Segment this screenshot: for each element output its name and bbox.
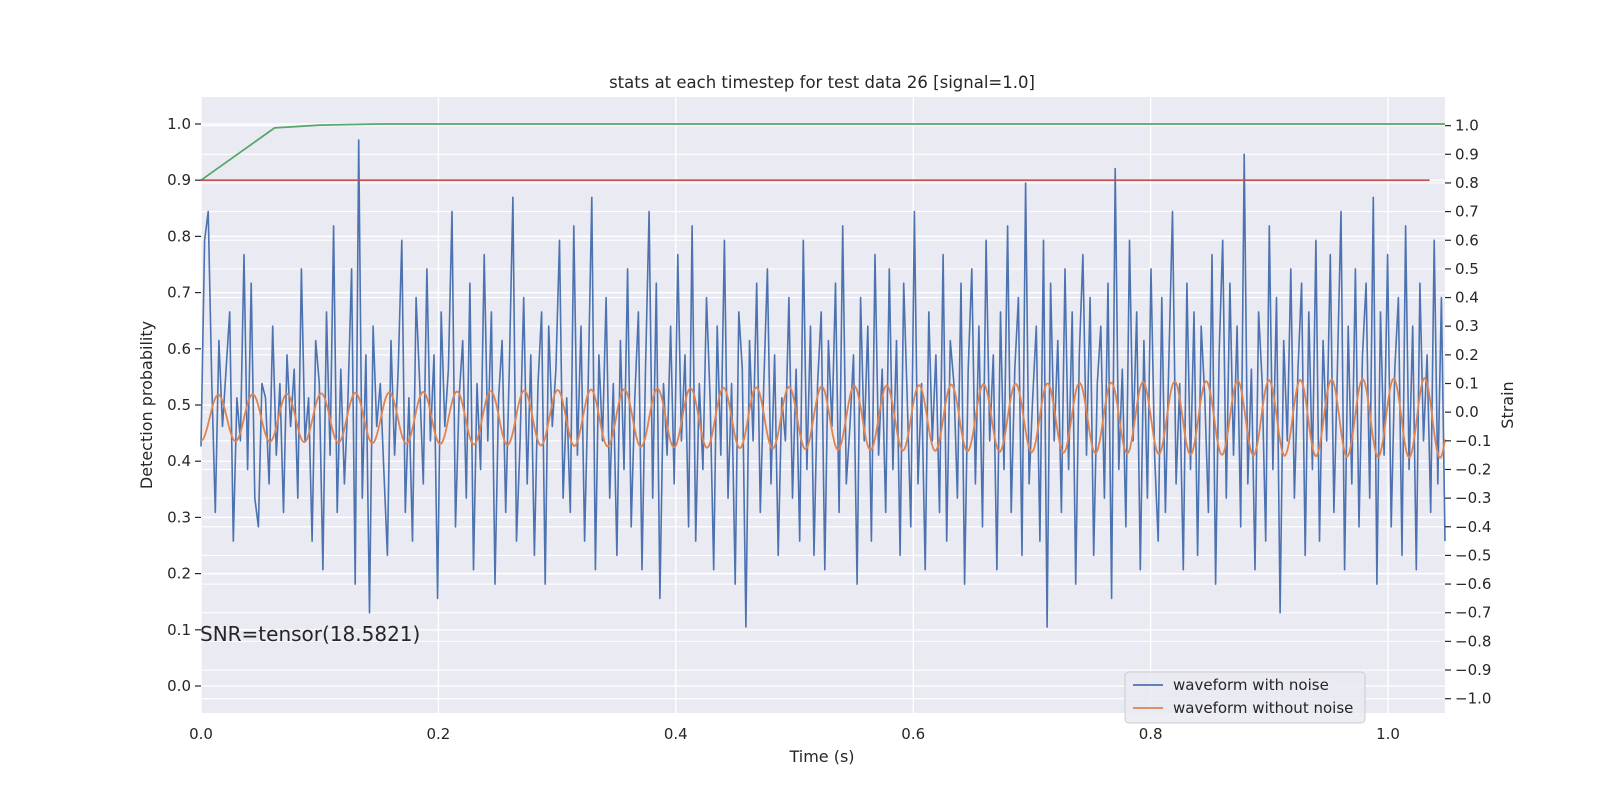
x-tick-label: 0.8 (1139, 725, 1163, 743)
series-waveform-without-noise (200, 377, 1446, 459)
y-left-tick-label: 0.4 (167, 452, 191, 470)
y-right-tick-label: −0.3 (1455, 489, 1491, 507)
x-tick-label: 1.0 (1376, 725, 1400, 743)
y-left-tick-label: 0.1 (167, 621, 191, 639)
y-right-tick-label: 0.8 (1455, 174, 1479, 192)
y-left-tick-label: 0.0 (167, 677, 191, 695)
legend-box (1124, 671, 1366, 724)
legend: waveform with noise waveform without noi… (1124, 671, 1366, 724)
y-left-tick-label: 0.7 (167, 284, 191, 302)
y-right-tick-label: 0.6 (1455, 231, 1479, 249)
legend-entry-clean: waveform without noise (1173, 699, 1353, 717)
x-axis-ticks: 0.0 0.2 0.4 0.6 0.8 1.0 (189, 725, 1400, 743)
y-left-axis-ticks: 0.0 0.1 0.2 0.3 0.4 0.5 0.6 0.7 0.8 0.9 1.0 (167, 115, 201, 695)
y-left-axis-label: Detection probability (137, 321, 156, 489)
y-right-tick-label: 0.4 (1455, 289, 1479, 307)
y-right-tick-label: 0.5 (1455, 260, 1479, 278)
x-tick-label: 0.4 (664, 725, 688, 743)
y-right-axis-label: Strain (1498, 381, 1517, 428)
y-right-tick-label: 0.9 (1455, 145, 1479, 163)
x-tick-label: 0.6 (901, 725, 925, 743)
y-left-tick-label: 0.2 (167, 565, 191, 583)
series-waveform-with-noise (200, 139, 1446, 628)
y-right-tick-label: 0.2 (1455, 346, 1479, 364)
series-layer (200, 123, 1446, 628)
x-axis-label: Time (s) (788, 747, 854, 766)
y-right-tick-label: −0.4 (1455, 518, 1491, 536)
y-right-tick-label: −0.1 (1455, 432, 1491, 450)
x-tick-label: 0.0 (189, 725, 213, 743)
y-left-tick-label: 1.0 (167, 115, 191, 133)
y-left-tick-label: 0.9 (167, 171, 191, 189)
y-right-tick-label: 0.0 (1455, 403, 1479, 421)
x-tick-label: 0.2 (426, 725, 450, 743)
y-right-tick-label: −0.7 (1455, 604, 1491, 622)
y-left-tick-label: 0.6 (167, 340, 191, 358)
chart-title: stats at each timestep for test data 26 … (609, 73, 1035, 92)
y-left-tick-label: 0.8 (167, 227, 191, 245)
y-right-tick-label: −0.8 (1455, 632, 1491, 650)
series-detection-probability (200, 123, 1445, 181)
y-right-tick-label: −0.2 (1455, 460, 1491, 478)
y-right-tick-label: −0.9 (1455, 661, 1491, 679)
y-right-tick-label: −0.5 (1455, 546, 1491, 564)
y-left-tick-label: 0.3 (167, 508, 191, 526)
y-right-axis-ticks: 1.0 0.9 0.8 0.7 0.6 0.5 0.4 0.3 0.2 0.1 0.0 −0.1 −0.… (1445, 117, 1491, 708)
y-right-tick-label: 0.1 (1455, 375, 1479, 393)
y-right-tick-label: 1.0 (1455, 117, 1479, 135)
y-right-tick-label: −1.0 (1455, 690, 1491, 708)
y-left-tick-label: 0.5 (167, 396, 191, 414)
y-right-tick-label: 0.3 (1455, 317, 1479, 335)
legend-entry-noise: waveform with noise (1173, 676, 1329, 694)
y-right-tick-label: −0.6 (1455, 575, 1491, 593)
snr-annotation: SNR=tensor(18.5821) (200, 622, 420, 646)
y-right-tick-label: 0.7 (1455, 203, 1479, 221)
